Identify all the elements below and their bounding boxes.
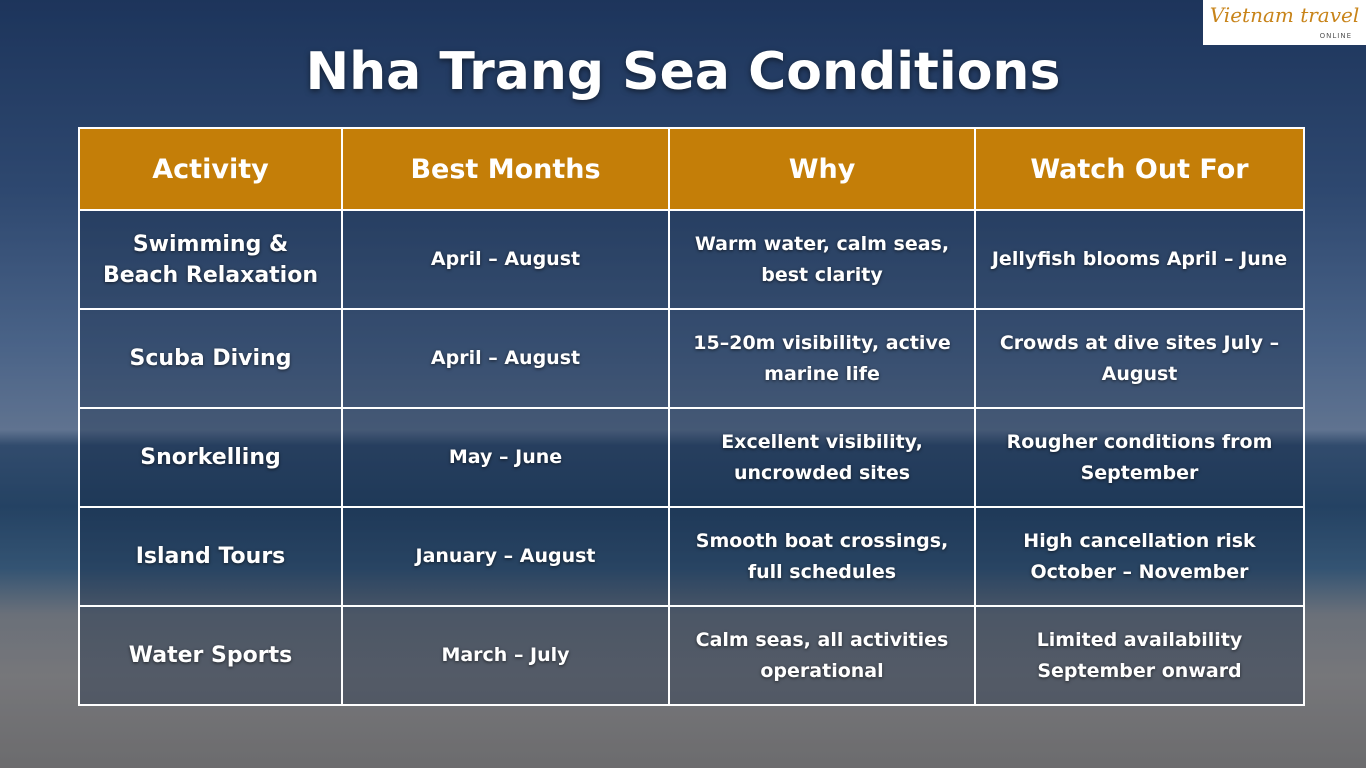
header-row: Activity Best Months Why Watch Out For (78, 127, 1305, 211)
table-cell: Crowds at dive sites July – August (974, 308, 1305, 409)
table-cell: Excellent visibility, uncrowded sites (668, 407, 976, 508)
table-cell: Warm water, calm seas, best clarity (668, 209, 976, 310)
logo: Vietnam travel ONLINE (1203, 0, 1366, 45)
table-row: Island Tours January – August Smooth boat … (78, 506, 1305, 607)
table-body: Swimming & Beach Relaxation April – Augus… (78, 209, 1305, 706)
table-cell: May – June (341, 407, 670, 508)
title: Nha Trang Sea Conditions (305, 42, 1061, 102)
table-cell: Water Sports (78, 605, 343, 706)
table-cell: Calm seas, all activities operational (668, 605, 976, 706)
table-cell: Limited availability September onward (974, 605, 1305, 706)
table-cell: 15–20m visibility, active marine life (668, 308, 976, 409)
table-row: Snorkelling May – June Excellent visibilit… (78, 407, 1305, 508)
table-cell: Jellyfish blooms April – June (974, 209, 1305, 310)
logo-tagline: ONLINE (1319, 32, 1352, 40)
table-cell: Swimming & Beach Relaxation (78, 209, 343, 310)
header-cell: Best Months (341, 127, 670, 211)
table-cell: High cancellation risk October – Novembe… (974, 506, 1305, 607)
table-row: Water Sports March – July Calm seas, all a… (78, 605, 1305, 706)
logo-name: Vietnam travel (1209, 3, 1360, 27)
header-cell: Watch Out For (974, 127, 1305, 211)
table-row: Scuba Diving April – August 15–20m visibil… (78, 308, 1305, 409)
table-cell: April – August (341, 209, 670, 310)
header-cell: Activity (78, 127, 343, 211)
header-cell: Why (668, 127, 976, 211)
table-row: Swimming & Beach Relaxation April – Augus… (78, 209, 1305, 310)
table-cell: Scuba Diving (78, 308, 343, 409)
table-cell: Snorkelling (78, 407, 343, 508)
table-cell: January – August (341, 506, 670, 607)
table-cell: March – July (341, 605, 670, 706)
table-cell: Island Tours (78, 506, 343, 607)
table-cell: Rougher conditions from September (974, 407, 1305, 508)
table-cell: Smooth boat crossings, full schedules (668, 506, 976, 607)
table-cell: April – August (341, 308, 670, 409)
table: Activity Best Months Why Watch Out For Swim… (78, 127, 1305, 706)
